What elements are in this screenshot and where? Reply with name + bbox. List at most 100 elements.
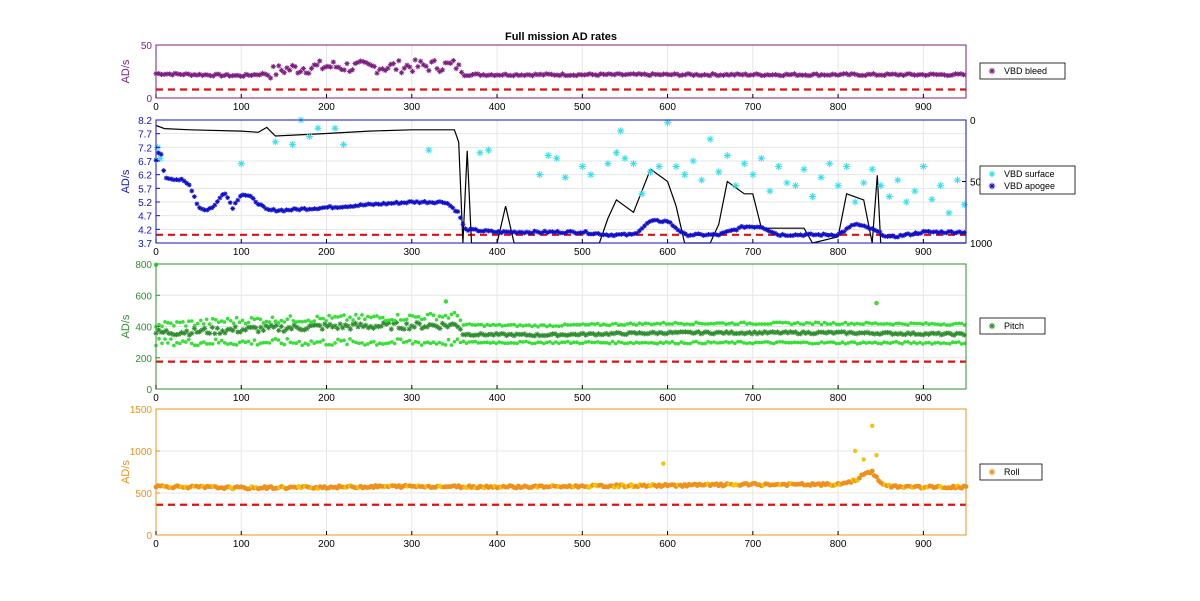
data-point-pitch [455,324,461,330]
data-point-pitch [822,320,827,325]
data-point-pitch [909,341,913,346]
data-point-pitch [416,315,421,319]
data-point-vbd-apogee [294,206,300,212]
data-point-vbd-bleed [401,65,407,71]
data-point-vbd-apogee [588,231,594,237]
data-point-vbd-bleed [177,71,184,78]
data-point-vbd-bleed [494,72,500,78]
chart-title: Full mission AD rates [505,31,617,43]
data-point-vbd-apogee [358,202,364,207]
data-point-pitch [628,321,633,326]
y2-tick-label: 500 [970,178,987,189]
data-point-pitch [688,329,694,335]
data-point-vbd-surface [476,149,484,157]
data-point-pitch [768,322,773,326]
data-point-vbd-apogee [166,176,172,182]
data-point-vbd-apogee [818,233,824,238]
data-point-vbd-apogee [637,228,642,234]
data-point-vbd-apogee [885,234,890,239]
data-point-vbd-apogee [864,224,870,230]
data-point-vbd-apogee [429,200,435,205]
data-point-vbd-bleed [341,67,347,73]
data-point-pitch [718,329,724,336]
data-point-pitch [461,339,466,344]
data-point-pitch [283,326,290,332]
legend-marker [988,67,996,75]
data-point-pitch [583,340,588,344]
y-tick-label: 400 [135,323,152,334]
data-point-vbd-apogee [759,225,765,230]
data-point-pitch [381,315,385,320]
data-point-pitch [703,322,707,326]
data-point-vbd-apogee [614,232,619,238]
data-point-pitch [163,320,167,324]
data-point-pitch [157,336,161,341]
data-point-vbd-bleed [649,71,656,77]
data-point-pitch [895,331,901,337]
data-point-pitch [563,340,567,345]
data-point-vbd-apogee [337,204,343,210]
data-point-pitch [434,324,440,330]
data-point-vbd-apogee [335,205,341,211]
data-point-vbd-bleed [660,71,667,77]
data-point-pitch [557,324,561,329]
data-point-vbd-apogee [399,200,404,206]
data-point-pitch [434,318,439,322]
y-tick-label: 5.2 [138,198,152,209]
data-point-pitch [187,337,191,342]
data-point-vbd-surface [757,154,765,162]
data-point-pitch [691,322,695,327]
data-point-vbd-apogee [826,232,832,238]
data-point-pitch [936,340,940,345]
data-point-vbd-bleed [622,72,628,78]
data-point-pitch [234,315,239,320]
data-point-pitch [533,341,537,346]
data-point-pitch [390,340,394,344]
data-point-pitch [160,341,164,346]
data-point-pitch [246,339,251,344]
y-tick-label: 1000 [130,447,153,458]
data-point-pitch [583,323,588,327]
data-point-pitch [424,324,430,330]
data-point-pitch [844,331,850,337]
data-point-vbd-apogee [255,202,261,207]
data-point-vbd-apogee [440,199,445,205]
data-point-pitch [873,340,877,345]
data-point-vbd-bleed [939,71,945,78]
data-point-vbd-bleed [393,66,399,73]
data-point-pitch [810,322,815,327]
data-point-vbd-bleed [469,72,476,78]
data-point-pitch [673,341,678,346]
data-point-vbd-apogee [445,201,450,206]
data-point-vbd-bleed [794,72,800,79]
data-point-vbd-bleed [237,73,244,79]
data-point-vbd-apogee [253,199,259,205]
data-point-roll-outlier [861,457,866,462]
data-point-pitch [870,341,874,345]
data-point-pitch [959,331,965,337]
data-point-pitch [230,327,236,334]
data-point-pitch [715,321,719,325]
data-point-pitch [578,331,584,337]
data-point-vbd-apogee [452,208,458,214]
y-tick-label: 7.2 [138,143,152,154]
y-tick-label: 6.2 [138,171,152,182]
y-tick-label: 8.2 [138,116,152,127]
data-point-pitch [350,321,356,327]
data-point-vbd-apogee [509,230,514,235]
data-point-pitch [891,340,895,345]
x-tick-label: 700 [744,539,761,550]
data-point-pitch [672,329,678,335]
data-point-vbd-apogee [739,223,745,229]
y-axis-label: AD/s [120,59,132,83]
data-point-pitch [386,320,392,326]
data-point-vbd-bleed [712,72,718,78]
data-point-pitch [616,323,621,327]
y-tick-label: 6.7 [138,157,152,168]
data-point-vbd-apogee [823,232,829,238]
data-point-vbd-bleed [666,72,672,78]
data-point-vbd-apogee [547,229,553,234]
data-point-pitch [378,323,384,329]
data-point-pitch [703,329,709,335]
data-point-pitch [282,320,287,324]
